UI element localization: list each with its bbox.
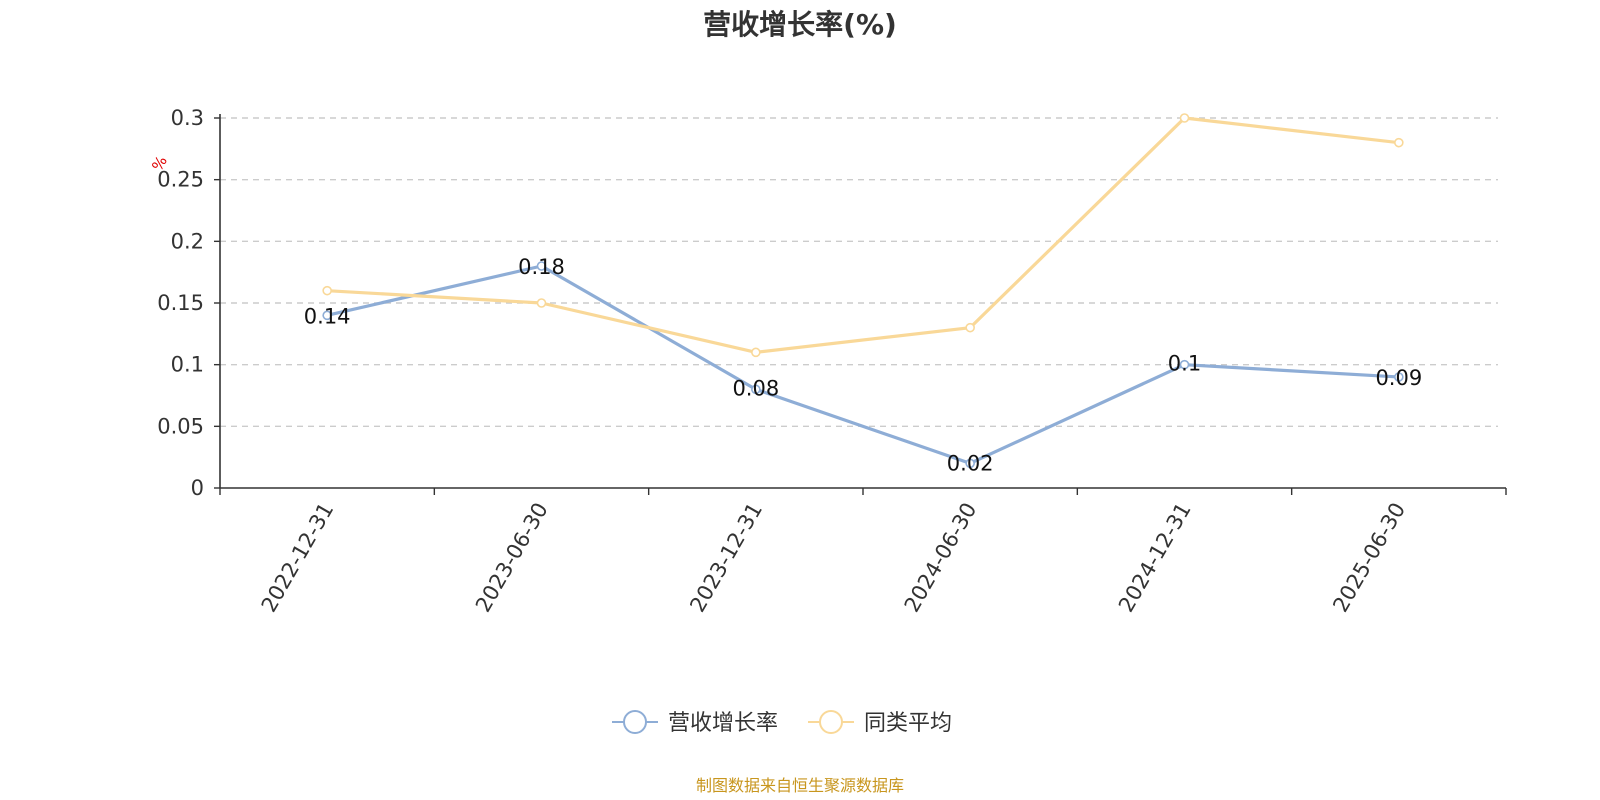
- y-tick-label: 0.3: [171, 106, 204, 130]
- data-point: [322, 285, 332, 296]
- x-tick-label: 2024-06-30: [900, 499, 982, 617]
- data-labels: 0.14 0.18 0.08 0.02 0.1 0.09: [304, 255, 1422, 475]
- y-axis: 0 0.05 0.1 0.15 0.2 0.25 0.3: [157, 106, 221, 500]
- x-tick-label: 2024-12-31: [1114, 499, 1196, 617]
- x-tick-label: 2022-12-31: [257, 499, 339, 617]
- legend-item[interactable]: 营收增长率: [612, 710, 778, 736]
- y-tick-label: 0.05: [157, 414, 204, 438]
- series-line: [327, 116, 1400, 354]
- data-point: [1179, 113, 1190, 123]
- x-axis: 2022-12-31 2023-06-30 2023-12-31 2024-06-30…: [219, 487, 1507, 617]
- data-point: [965, 458, 975, 469]
- data-label: 0.1: [1168, 352, 1201, 376]
- y-tick-label: 0.2: [171, 229, 204, 253]
- data-point: [965, 322, 975, 333]
- data-point: [536, 298, 547, 308]
- data-point: [751, 347, 761, 358]
- data-label: 0.02: [947, 451, 994, 475]
- legend-label: 营收增长率: [668, 711, 778, 736]
- y-tick-label: 0.1: [171, 353, 204, 377]
- data-point: [751, 384, 761, 395]
- series-layer: [322, 113, 1404, 469]
- data-point: [536, 261, 547, 271]
- legend-label: 同类平均: [864, 711, 952, 736]
- data-label: 0.18: [518, 255, 565, 279]
- data-source-note: 制图数据来自恒生聚源数据库: [696, 776, 904, 795]
- legend[interactable]: 营收增长率 同类平均: [612, 710, 952, 736]
- x-tick-label: 2023-12-31: [685, 499, 767, 617]
- data-point: [1179, 359, 1190, 370]
- x-tick-label: 2023-06-30: [471, 499, 553, 617]
- data-label: 0.09: [1375, 366, 1422, 390]
- series-line: [326, 264, 1399, 465]
- y-tick-label: 0.15: [157, 291, 204, 315]
- legend-item[interactable]: 同类平均: [808, 710, 952, 736]
- data-point: [322, 310, 332, 321]
- chart-title: 营收增长率(%): [703, 8, 897, 41]
- data-label: 0.08: [732, 376, 779, 400]
- legend-circle-icon: [623, 710, 647, 734]
- x-tick-label: 2025-06-30: [1328, 499, 1410, 617]
- data-point: [1394, 372, 1404, 382]
- y-tick-label: 0.25: [157, 168, 204, 192]
- data-label: 0.14: [304, 304, 351, 328]
- grid-lines: [220, 117, 1498, 428]
- data-point: [1394, 137, 1404, 148]
- legend-circle-icon: [819, 710, 843, 734]
- y-tick-label: 0: [191, 476, 204, 500]
